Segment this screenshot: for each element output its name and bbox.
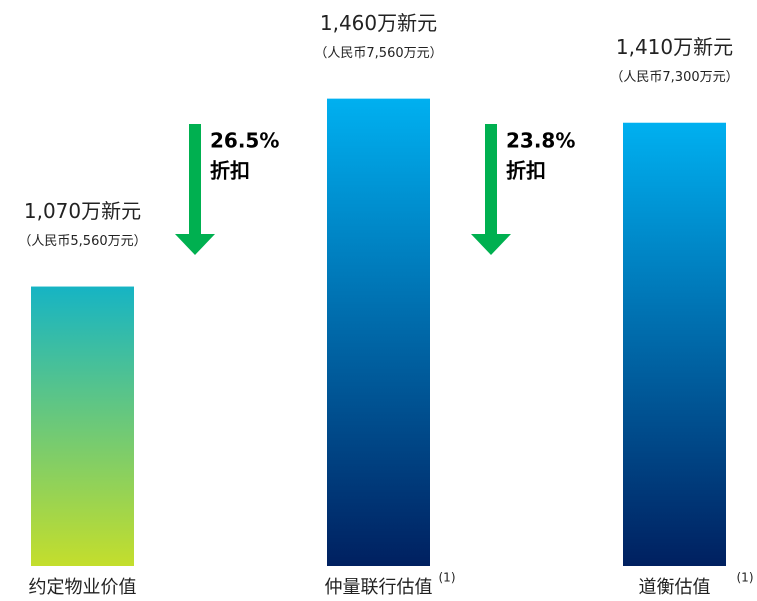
value-label: 1,070万新元 [24, 199, 141, 223]
sub-label: （人民币5,560万元） [18, 234, 146, 249]
value-label: 1,410万新元 [616, 35, 733, 59]
sub-label: （人民币7,560万元） [314, 46, 442, 61]
footnote-mark: (1) [439, 571, 456, 585]
sub-label: （人民币7,300万元） [610, 70, 738, 85]
bar [623, 122, 726, 567]
discount-label: 23.8% [506, 129, 575, 153]
value-label: 1,460万新元 [320, 11, 437, 35]
discount-text: 折扣 [506, 159, 546, 183]
discount-arrow [471, 124, 511, 255]
discount-text: 折扣 [210, 159, 250, 183]
x-tick-label: 仲量联行估值 [325, 577, 433, 598]
discount-label: 26.5% [210, 129, 279, 153]
x-tick-label: 道衡估值 [639, 577, 711, 598]
x-tick-label: 约定物业价值 [29, 577, 137, 598]
bar [31, 286, 134, 566]
discount-arrow [175, 124, 215, 255]
bar [327, 98, 430, 567]
footnote-mark: (1) [737, 571, 754, 585]
